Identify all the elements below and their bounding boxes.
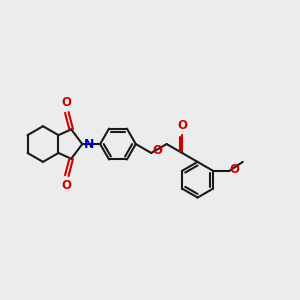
Text: N: N xyxy=(84,138,94,151)
Text: O: O xyxy=(230,163,239,176)
Text: O: O xyxy=(62,96,72,109)
Text: O: O xyxy=(152,144,162,157)
Text: O: O xyxy=(62,179,72,192)
Text: O: O xyxy=(177,119,187,132)
